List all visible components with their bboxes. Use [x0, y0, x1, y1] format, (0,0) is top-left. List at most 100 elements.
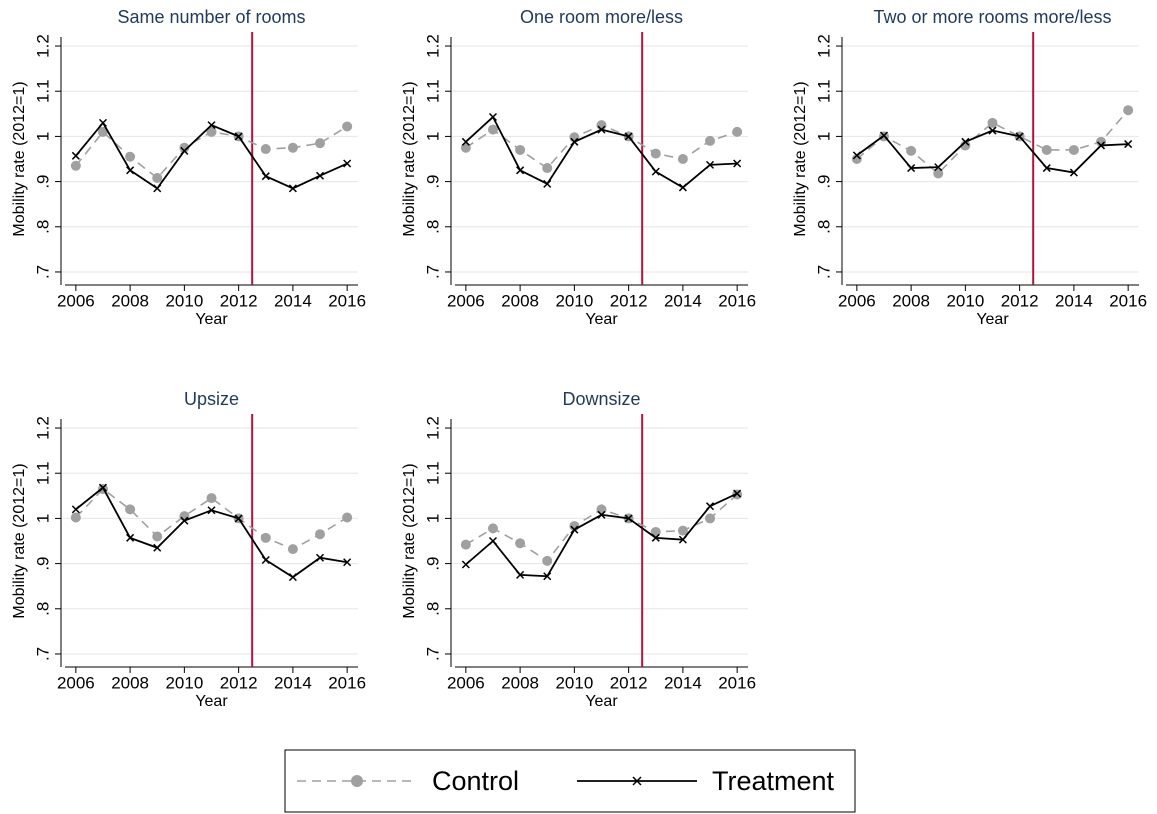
x-tick-label: 2008: [501, 291, 539, 310]
x-tick-label: 2006: [57, 673, 95, 692]
point-marker: [125, 151, 136, 162]
y-tick-label: 1: [423, 514, 442, 523]
point-marker: [288, 573, 297, 582]
y-tick-label: .9: [33, 556, 52, 570]
x-tick-label: 2014: [274, 673, 312, 692]
x-tick-label: 2008: [111, 673, 149, 692]
y-tick-label: 1.2: [423, 416, 442, 440]
point-marker: [206, 126, 217, 137]
y-tick-label: 1.1: [423, 461, 442, 485]
point-marker: [1096, 136, 1107, 147]
x-tick-label: 2016: [328, 673, 366, 692]
point-marker: [677, 154, 688, 164]
point-marker: [1096, 141, 1106, 150]
panel: Upsize .7 .8 .9 1 1.1 1.2 Mobility rate (2012=1…: [11, 389, 366, 710]
point-marker: [342, 512, 353, 523]
point-marker: [542, 163, 553, 174]
x-tick-label: 2012: [1001, 291, 1039, 310]
point-marker: [570, 525, 579, 534]
y-axis-label: Mobility rate (2012=1): [11, 81, 28, 236]
x-tick-label: 2016: [718, 673, 756, 692]
x-tick-label: 2014: [274, 291, 312, 310]
legend-label: Treatment: [712, 766, 835, 796]
y-tick-label: 1.2: [33, 416, 52, 440]
point-marker: [933, 168, 944, 179]
panel-title: Downsize: [562, 389, 640, 409]
y-tick-label: 1.1: [33, 79, 52, 103]
x-tick-label: 2016: [718, 291, 756, 310]
x-tick-label: 2008: [892, 291, 930, 310]
point-marker: [677, 525, 688, 536]
point-marker: [261, 172, 270, 181]
point-marker: [126, 533, 135, 542]
point-marker: [543, 179, 552, 188]
x-tick-label: 2012: [220, 673, 258, 692]
legend-label: Control: [432, 766, 519, 796]
point-marker: [152, 172, 163, 183]
y-tick-label: .9: [33, 174, 52, 188]
point-marker: [461, 560, 470, 569]
point-marker: [1042, 164, 1051, 173]
y-tick-label: 1.2: [423, 34, 442, 58]
point-marker: [543, 572, 552, 581]
panel: Same number of rooms .7 .8 .9 1 1.1 1.2 Mobilit…: [11, 7, 366, 328]
point-marker: [70, 160, 81, 171]
point-marker: [1015, 132, 1024, 141]
point-marker: [180, 516, 189, 525]
point-marker: [488, 112, 498, 122]
point-marker: [705, 160, 715, 169]
x-tick-label: 2008: [111, 291, 149, 310]
point-marker: [461, 137, 470, 146]
y-axis-label: Mobility rate (2012=1): [11, 463, 28, 618]
y-tick-label: .8: [33, 602, 52, 616]
point-marker: [207, 506, 216, 515]
x-axis-label: Year: [976, 311, 1009, 328]
point-marker: [934, 163, 943, 172]
point-marker: [851, 154, 862, 164]
point-marker: [207, 121, 216, 130]
panel-title: Upsize: [184, 389, 239, 409]
point-marker: [705, 513, 716, 524]
point-marker: [343, 558, 352, 567]
panel-title: Same number of rooms: [117, 7, 305, 27]
legend: Control Treatment: [284, 749, 856, 813]
point-marker: [152, 531, 163, 542]
point-marker: [705, 502, 715, 511]
point-marker: [125, 504, 136, 515]
point-marker: [180, 146, 189, 155]
point-marker: [342, 121, 353, 132]
point-marker: [1123, 105, 1134, 116]
point-marker: [315, 553, 325, 562]
y-tick-label: .8: [814, 220, 833, 234]
panel: Downsize .7 .8 .9 1 1.1 1.2 Mobility rate (2012…: [401, 389, 756, 710]
y-tick-label: .8: [33, 220, 52, 234]
x-tick-label: 2014: [1055, 291, 1093, 310]
point-marker: [650, 148, 661, 159]
x-axis-label: Year: [585, 311, 618, 328]
point-marker: [260, 532, 271, 543]
y-tick-label: 1: [33, 132, 52, 141]
y-tick-label: .8: [423, 602, 442, 616]
x-tick-label: 2010: [946, 291, 984, 310]
y-tick-label: 1.1: [33, 461, 52, 485]
point-marker: [153, 184, 162, 193]
point-marker: [906, 145, 917, 156]
point-marker: [596, 504, 607, 515]
point-marker: [315, 529, 326, 540]
y-tick-label: .7: [423, 647, 442, 661]
point-marker: [597, 510, 606, 519]
y-axis-label: Mobility rate (2012=1): [792, 81, 809, 236]
point-marker: [678, 183, 687, 192]
point-marker: [542, 555, 553, 566]
point-marker: [732, 126, 743, 137]
panel-title: One room more/less: [520, 7, 683, 27]
y-tick-label: .7: [423, 265, 442, 279]
x-tick-label: 2010: [165, 291, 203, 310]
x-axis-label: Year: [195, 693, 228, 710]
point-marker: [987, 117, 998, 128]
y-tick-label: 1.2: [33, 34, 52, 58]
y-tick-label: .7: [33, 647, 52, 661]
point-marker: [288, 184, 297, 193]
y-tick-label: .7: [814, 265, 833, 279]
